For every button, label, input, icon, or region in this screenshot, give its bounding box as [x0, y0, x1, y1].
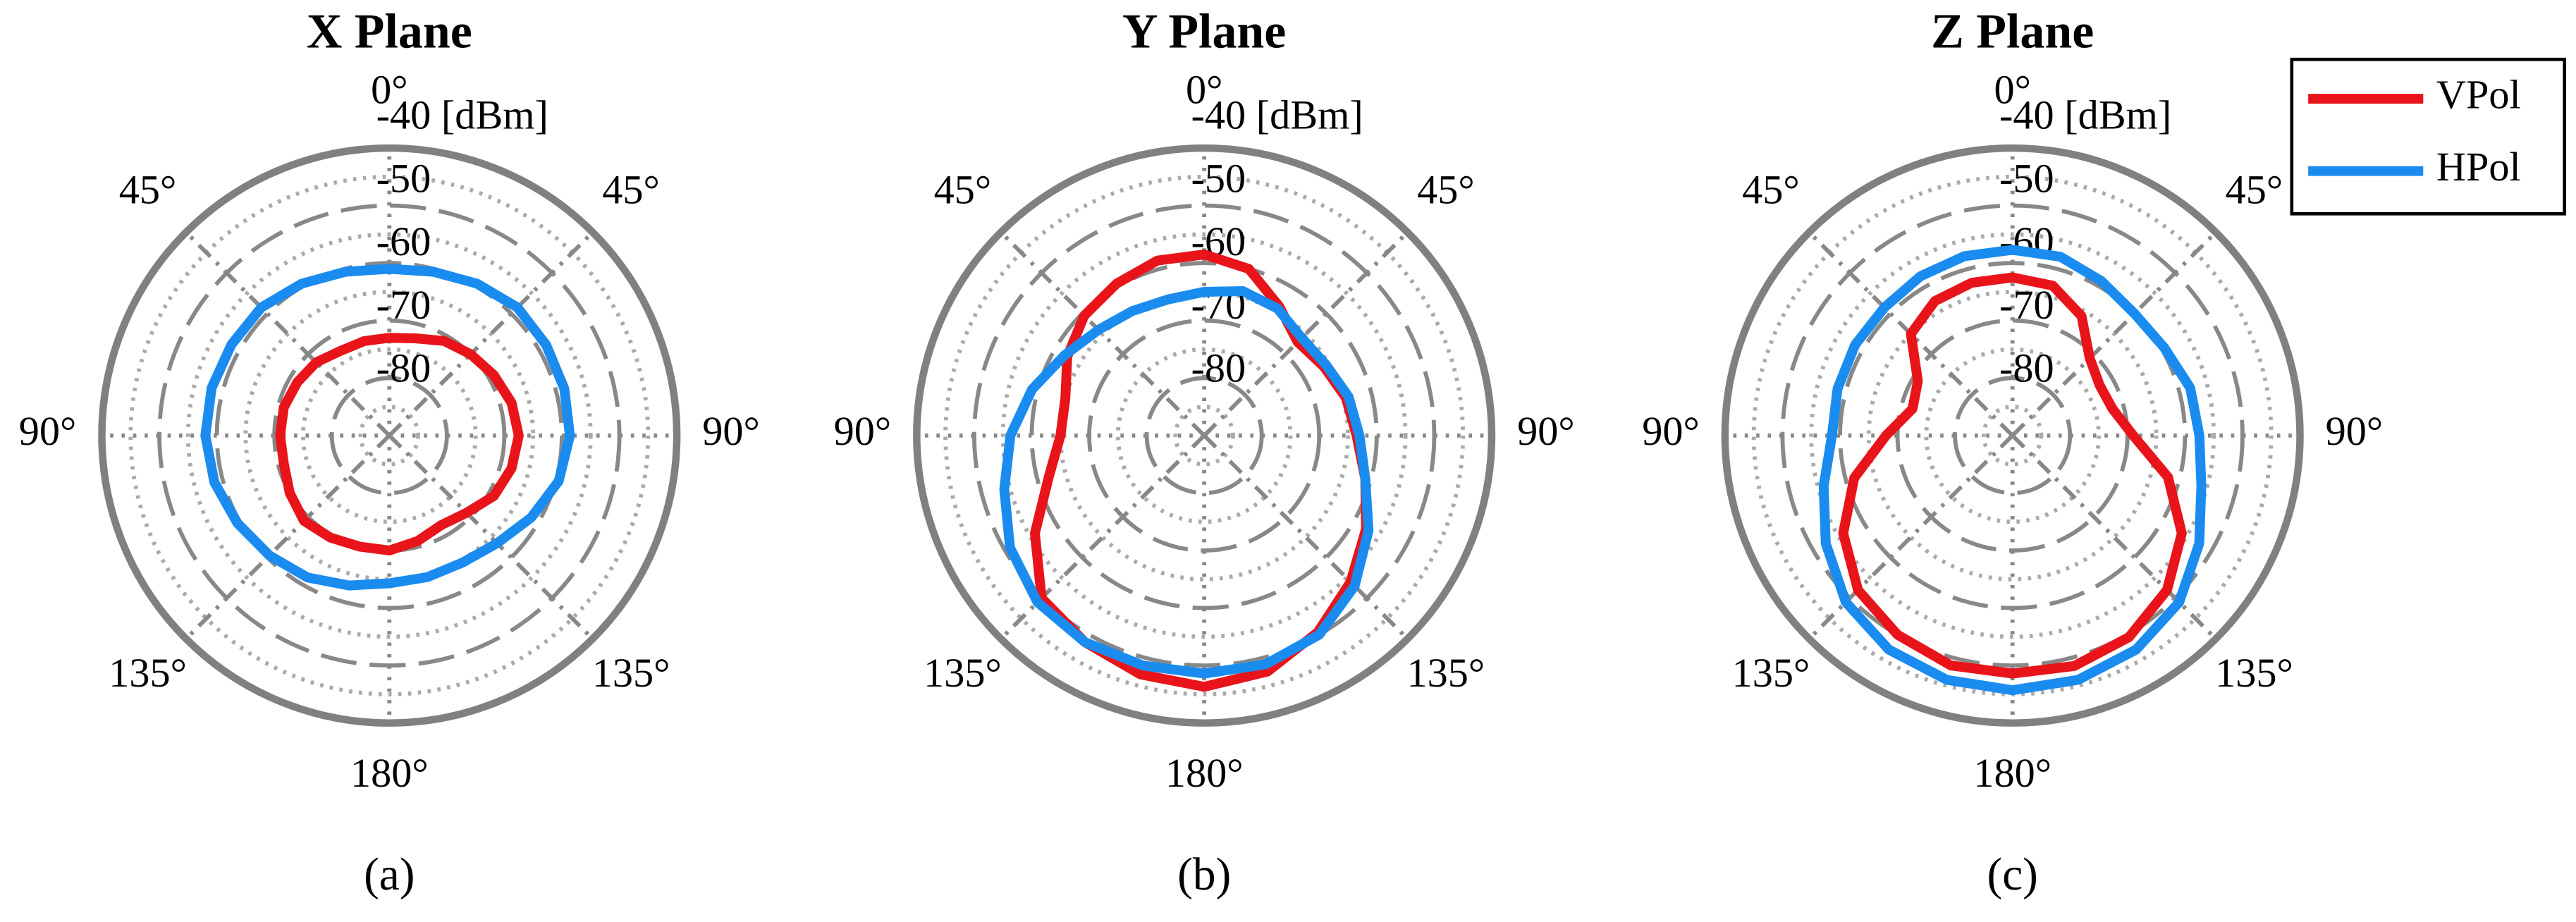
grid-ring: [1144, 376, 1264, 496]
angle-grid-line: [1808, 434, 2014, 641]
legend-label: VPol: [2436, 72, 2521, 118]
caption: (a): [364, 849, 415, 900]
angle-tick-label: 90°: [2326, 408, 2384, 454]
minor-grid-ring: [1981, 405, 2044, 467]
minor-grid-ring: [301, 347, 478, 524]
pattern-line: [275, 333, 524, 555]
angle-tick-label: 45°: [934, 167, 992, 213]
angle-tick-label: 180°: [1973, 750, 2051, 796]
angle-grid-line: [999, 230, 1206, 437]
angle-grid-line: [2011, 230, 2218, 437]
radial-tick-label: -40 [dBm]: [1999, 92, 2171, 138]
legend-box: [2290, 57, 2567, 216]
grid-ring: [1087, 318, 1322, 553]
angle-grid-line: [1808, 230, 2014, 437]
minor-grid-ring: [358, 405, 420, 467]
minor-grid-ring: [1866, 290, 2159, 582]
minor-grid-ring: [1173, 405, 1235, 467]
pattern-line: [200, 264, 575, 591]
grid-ring: [1953, 376, 2073, 496]
angle-grid-line: [1203, 230, 1409, 437]
legend-label: HPol: [2436, 144, 2521, 190]
radial-tick-label: -80: [1999, 345, 2054, 391]
caption: (b): [1177, 849, 1231, 900]
polar-chart: Z Plane (c) 0° 45° 90° 135° 180° 135° 90° 45° -40 …: [1642, 5, 2567, 900]
radial-tick-label: -60: [376, 219, 431, 264]
minor-grid-ring: [243, 290, 536, 582]
radial-tick-label: -40 [dBm]: [1191, 92, 1363, 138]
angle-tick-label: 45°: [119, 167, 177, 213]
pattern-line: [999, 286, 1374, 679]
minor-grid-ring: [185, 232, 593, 639]
angle-tick-label: 90°: [834, 408, 892, 454]
caption: (c): [1987, 849, 2037, 900]
minor-grid-ring: [128, 174, 651, 696]
angle-tick-label: 180°: [1165, 750, 1244, 796]
angle-grid-line: [184, 230, 391, 437]
angle-tick-label: 0°: [1994, 67, 2030, 113]
angle-tick-label: 135°: [2215, 650, 2293, 696]
angle-tick-label: 45°: [602, 167, 660, 213]
angle-grid-line: [2011, 434, 2218, 641]
radial-tick-label: -70: [1999, 282, 2054, 328]
angle-tick-label: 90°: [702, 408, 760, 454]
grid-ring: [1838, 261, 2188, 610]
grid-ring: [1029, 261, 1379, 610]
angle-tick-label: 135°: [1407, 650, 1485, 696]
outer-ring: [98, 144, 681, 727]
radial-tick-label: -50: [376, 155, 431, 201]
minor-grid-ring: [1924, 347, 2101, 524]
angle-grid-line: [999, 434, 1206, 641]
angle-tick-label: 0°: [371, 67, 407, 113]
minor-grid-ring: [1058, 290, 1350, 582]
minor-grid-ring: [1809, 232, 2216, 639]
radial-tick-label: -50: [1191, 155, 1246, 201]
radial-tick-label: -40 [dBm]: [376, 92, 548, 138]
outer-ring: [913, 144, 1496, 727]
polar-chart: Y Plane (b) 0° 45° 90° 135° 180° 135° 90° 45° -40 …: [834, 5, 1575, 900]
grid-ring: [157, 203, 622, 668]
angle-tick-label: 90°: [1517, 408, 1575, 454]
angle-tick-label: 90°: [19, 408, 77, 454]
angle-grid-line: [388, 434, 594, 641]
angle-tick-label: 135°: [109, 650, 187, 696]
chart-title: Y Plane: [1122, 5, 1286, 59]
grid-ring: [971, 203, 1437, 668]
minor-grid-ring: [1115, 347, 1293, 524]
angle-tick-label: 135°: [1732, 650, 1810, 696]
radial-tick-label: -80: [376, 345, 431, 391]
angle-tick-label: 45°: [2226, 167, 2283, 213]
chart-title: Z Plane: [1931, 5, 2094, 59]
angle-grid-line: [1203, 434, 1409, 641]
angle-tick-label: 135°: [924, 650, 1002, 696]
radial-tick-label: -50: [1999, 155, 2054, 201]
angle-tick-label: 0°: [1186, 67, 1222, 113]
minor-grid-ring: [1000, 232, 1408, 639]
radial-tick-label: -70: [376, 282, 431, 328]
pattern-line: [1838, 272, 2187, 679]
chart-title: X Plane: [307, 5, 472, 59]
pattern-line: [1818, 245, 2207, 696]
angle-tick-label: 180°: [350, 750, 429, 796]
angle-tick-label: 135°: [592, 650, 670, 696]
legend: VPol HPol: [2290, 57, 2567, 216]
minor-grid-ring: [943, 174, 1466, 696]
grid-ring: [329, 376, 449, 496]
angle-tick-label: 90°: [1642, 408, 1700, 454]
angle-tick-label: 45°: [1417, 167, 1475, 213]
angle-grid-line: [184, 434, 391, 641]
grid-ring: [214, 261, 564, 610]
polar-chart: X Plane (a) 0° 45° 90° 135° 180° 135° 90° 45° -40 …: [19, 5, 760, 900]
radial-tick-label: -80: [1191, 345, 1246, 391]
angle-grid-line: [388, 230, 594, 437]
angle-tick-label: 45°: [1742, 167, 1800, 213]
outer-ring: [1721, 144, 2304, 727]
grid-ring: [1780, 203, 2245, 668]
